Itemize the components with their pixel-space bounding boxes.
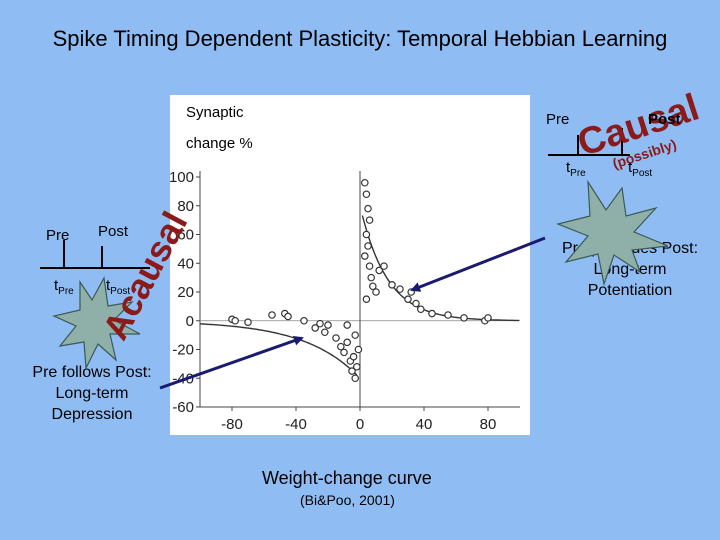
chart-fit-curves bbox=[199, 215, 520, 376]
data-point bbox=[364, 242, 372, 250]
right-tpre-label: tPre bbox=[566, 159, 586, 179]
data-point bbox=[268, 311, 276, 319]
data-point bbox=[428, 309, 436, 318]
data-point bbox=[417, 305, 425, 314]
ltd-description: Pre follows Post: Long-term Depression bbox=[4, 362, 180, 425]
data-point bbox=[337, 342, 345, 351]
data-point bbox=[351, 374, 360, 383]
y-tick-label: 0 bbox=[186, 313, 194, 330]
data-point bbox=[484, 314, 492, 322]
ltd-line2: Long-term bbox=[55, 385, 129, 402]
ltd-line3: Depression bbox=[51, 406, 133, 423]
x-tick-label: -80 bbox=[221, 416, 243, 433]
data-point bbox=[311, 324, 320, 332]
ltp-line3: Potentiation bbox=[587, 282, 673, 299]
data-point bbox=[316, 319, 324, 328]
x-tick-label: 40 bbox=[416, 416, 433, 433]
star-neuron-left bbox=[52, 276, 141, 371]
data-point bbox=[361, 252, 369, 260]
data-point bbox=[343, 338, 352, 347]
y-axis-label-line1: Synaptic bbox=[186, 104, 244, 121]
y-tick-label: 20 bbox=[177, 284, 194, 301]
citation: (Bi&Poo, 2001) bbox=[300, 492, 395, 508]
slide-title: Spike Timing Dependent Plasticity: Tempo… bbox=[52, 26, 668, 51]
data-point bbox=[361, 178, 369, 187]
data-point bbox=[380, 262, 388, 270]
y-tick-label: 60 bbox=[177, 227, 194, 244]
data-point bbox=[353, 362, 361, 371]
data-point bbox=[388, 281, 396, 289]
ltp-arrow bbox=[410, 236, 546, 292]
data-point bbox=[362, 295, 371, 303]
data-point bbox=[340, 348, 348, 357]
data-point bbox=[348, 367, 356, 375]
data-point bbox=[351, 331, 360, 339]
star-neuron-right bbox=[556, 179, 669, 287]
ltd-line1: Pre follows Post: bbox=[32, 364, 152, 381]
data-point bbox=[354, 345, 363, 354]
left-tpre-label: tPre bbox=[54, 277, 74, 297]
chart-points bbox=[228, 178, 492, 383]
data-point bbox=[300, 316, 308, 325]
x-tick-label: 80 bbox=[480, 416, 497, 433]
ltd-arrow bbox=[159, 335, 304, 390]
left-post-label: Post bbox=[98, 223, 129, 240]
data-point bbox=[375, 266, 384, 275]
right-pre-label: Pre bbox=[546, 111, 569, 128]
right-tpost-label: tPost bbox=[628, 159, 652, 179]
data-point bbox=[332, 334, 340, 342]
x-tick-label: 0 bbox=[356, 416, 364, 433]
y-axis-label-line2: change % bbox=[186, 135, 253, 152]
right-post-label: Post bbox=[648, 111, 681, 128]
spike-diagram-right bbox=[548, 128, 630, 156]
fit-curve-ltd bbox=[199, 323, 358, 376]
data-point bbox=[231, 316, 239, 325]
ltp-line2: Long-term bbox=[593, 261, 667, 278]
y-tick-label: 40 bbox=[177, 255, 194, 272]
data-point bbox=[396, 285, 404, 293]
left-tpost-label: tPost bbox=[106, 277, 130, 297]
data-point bbox=[364, 204, 372, 213]
data-point bbox=[362, 190, 371, 199]
data-point bbox=[362, 230, 371, 239]
data-point bbox=[460, 314, 468, 322]
y-tick-label: -60 bbox=[172, 399, 194, 416]
data-point bbox=[369, 282, 377, 291]
data-point bbox=[343, 321, 352, 329]
data-point bbox=[404, 295, 412, 303]
chart-caption: Weight-change curve bbox=[262, 468, 432, 488]
data-point bbox=[372, 288, 380, 296]
y-tick-label: 80 bbox=[177, 198, 194, 215]
y-tick-label: -20 bbox=[172, 342, 194, 359]
data-point bbox=[244, 318, 252, 326]
y-tick-label: 100 bbox=[170, 169, 194, 186]
data-point bbox=[324, 321, 332, 329]
x-tick-label: -40 bbox=[285, 416, 307, 433]
data-point bbox=[321, 328, 329, 337]
data-point bbox=[365, 262, 374, 270]
fit-curve-ltp bbox=[361, 215, 520, 322]
data-point bbox=[365, 216, 374, 224]
data-point bbox=[284, 312, 292, 321]
spike-diagram-left bbox=[40, 240, 150, 269]
data-point bbox=[367, 273, 376, 282]
data-point bbox=[349, 352, 358, 361]
data-point bbox=[412, 299, 420, 308]
data-point bbox=[444, 311, 452, 319]
left-pre-label: Pre bbox=[46, 227, 69, 244]
plot-area bbox=[170, 95, 530, 435]
